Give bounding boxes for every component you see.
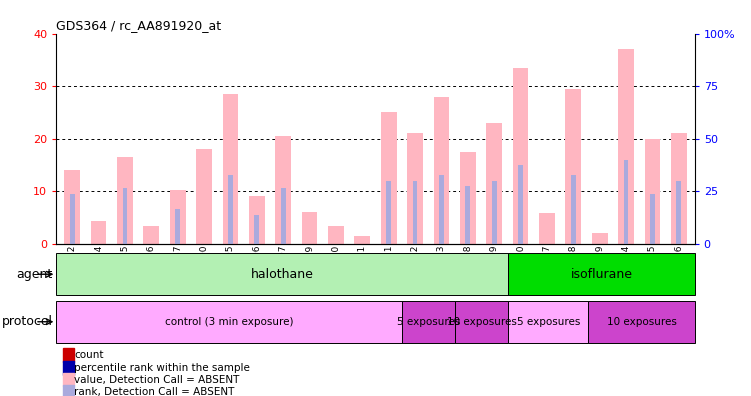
Bar	[62, 373, 74, 386]
Bar	[566, 89, 581, 244]
Bar	[460, 152, 475, 244]
Bar	[228, 175, 233, 244]
Bar	[671, 133, 686, 244]
Text: halothane: halothane	[251, 268, 314, 281]
Bar	[618, 50, 634, 244]
Bar	[433, 97, 449, 244]
Bar	[276, 136, 291, 244]
Bar	[354, 236, 370, 244]
Text: rank, Detection Call = ABSENT: rank, Detection Call = ABSENT	[74, 387, 234, 396]
Bar	[62, 348, 74, 362]
Bar	[539, 213, 555, 244]
Bar	[91, 221, 107, 244]
Bar	[588, 301, 695, 343]
Bar	[65, 170, 80, 244]
Text: 10 exposures: 10 exposures	[447, 317, 517, 327]
Text: 10 exposures: 10 exposures	[607, 317, 677, 327]
Text: control (3 min exposure): control (3 min exposure)	[165, 317, 294, 327]
Bar	[70, 194, 74, 244]
Bar	[508, 301, 588, 343]
Bar	[117, 157, 133, 244]
Bar	[143, 226, 159, 244]
Text: 5 exposures: 5 exposures	[517, 317, 580, 327]
Bar	[650, 194, 655, 244]
Bar	[328, 226, 344, 244]
Bar	[592, 233, 608, 244]
Bar	[439, 175, 444, 244]
Bar	[413, 181, 418, 244]
Bar	[518, 165, 523, 244]
Bar	[513, 68, 529, 244]
Bar	[644, 139, 660, 244]
Bar	[381, 112, 397, 244]
Bar	[56, 301, 402, 343]
Bar	[122, 188, 127, 244]
Bar	[170, 190, 185, 244]
Text: agent: agent	[17, 268, 53, 281]
Bar	[455, 301, 508, 343]
Text: protocol: protocol	[2, 315, 53, 328]
Text: value, Detection Call = ABSENT: value, Detection Call = ABSENT	[74, 375, 240, 385]
Bar	[508, 253, 695, 295]
Bar	[487, 123, 502, 244]
Bar	[175, 209, 180, 244]
Bar	[466, 186, 470, 244]
Text: percentile rank within the sample: percentile rank within the sample	[74, 363, 250, 373]
Bar	[302, 212, 318, 244]
Bar	[222, 94, 238, 244]
Bar	[62, 385, 74, 396]
Bar	[407, 133, 423, 244]
Text: isoflurane: isoflurane	[571, 268, 632, 281]
Bar	[255, 215, 259, 244]
Bar	[571, 175, 576, 244]
Bar	[492, 181, 496, 244]
Bar	[62, 361, 74, 375]
Bar	[402, 301, 455, 343]
Text: count: count	[74, 350, 104, 360]
Bar	[196, 149, 212, 244]
Bar	[624, 160, 629, 244]
Text: 5 exposures: 5 exposures	[397, 317, 460, 327]
Bar	[56, 253, 508, 295]
Bar	[677, 181, 681, 244]
Bar	[281, 188, 285, 244]
Text: GDS364 / rc_AA891920_at: GDS364 / rc_AA891920_at	[56, 19, 222, 32]
Bar	[386, 181, 391, 244]
Bar	[249, 196, 264, 244]
